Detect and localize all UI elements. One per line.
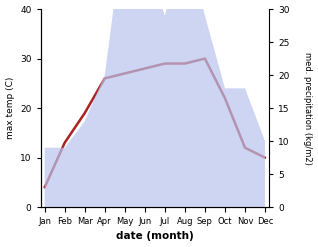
X-axis label: date (month): date (month) bbox=[116, 231, 194, 242]
Y-axis label: med. precipitation (kg/m2): med. precipitation (kg/m2) bbox=[303, 52, 313, 165]
Y-axis label: max temp (C): max temp (C) bbox=[5, 77, 15, 139]
